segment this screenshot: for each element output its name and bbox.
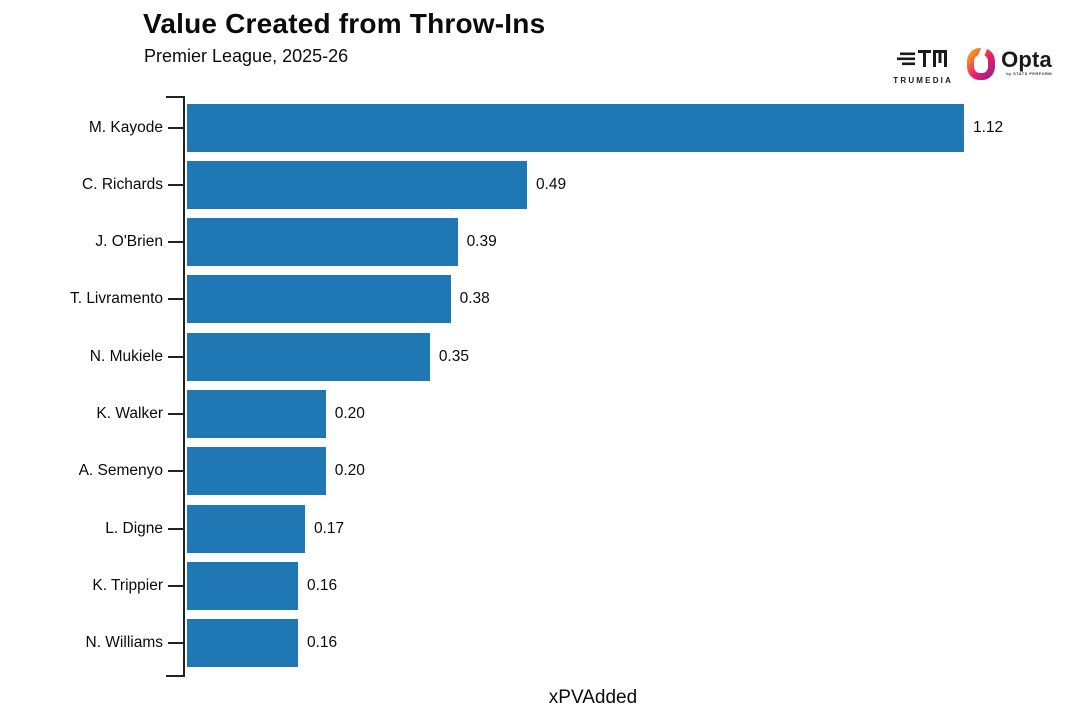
value-label: 0.20	[334, 405, 365, 422]
y-axis-label: K. Walker	[96, 405, 163, 422]
y-axis-label: M. Kayode	[88, 118, 163, 136]
value-label: 0.17	[313, 519, 345, 537]
bar-row: M. Kayode 1.12	[89, 103, 1053, 152]
opta-ring-icon	[967, 44, 996, 85]
y-axis-label: N. Williams	[85, 634, 164, 652]
value-label: 0.35	[438, 347, 469, 365]
value-label: 0.38	[459, 290, 490, 308]
opta-logo: Opta by STATS PERFORM	[967, 44, 1052, 85]
y-axis-tick	[168, 413, 183, 415]
branding-area: TRUMEDIA Opta by STA	[893, 44, 1052, 85]
y-axis-bottom-cap	[166, 675, 183, 677]
y-axis-label: J. O'Brien	[95, 233, 163, 251]
y-axis-label: N. Mukiele	[89, 347, 163, 365]
y-axis-label: C. Richards	[82, 175, 163, 193]
value-label: 1.12	[973, 118, 1004, 136]
y-axis-label: L. Digne	[105, 519, 163, 537]
plot-area: M. Kayode 1.12 C. Richards 0.49 J. O'Brien 0.…	[70, 96, 1053, 677]
bar	[187, 103, 964, 152]
y-axis-tick	[168, 298, 183, 301]
bar	[187, 332, 430, 381]
bar	[187, 275, 451, 324]
y-axis-top-cap	[166, 96, 183, 98]
bar-row: C. Richards 0.49	[82, 160, 1053, 209]
opta-sub-label: by STATS PERFORM	[1006, 71, 1052, 76]
trumedia-label: TRUMEDIA	[893, 76, 954, 85]
y-axis-tick	[168, 642, 183, 645]
value-label: 0.39	[466, 233, 497, 251]
bar-row: N. Mukiele 0.35	[90, 332, 1053, 381]
bar	[187, 390, 326, 438]
value-label: 0.16	[307, 576, 338, 594]
chart-subtitle: Premier League, 2025-26	[144, 46, 349, 66]
bar-row: N. Williams 0.16	[86, 619, 1053, 668]
value-label: 0.20	[334, 462, 365, 480]
x-axis-label: xPVAdded	[548, 687, 638, 708]
y-axis-label: K. Trippier	[92, 576, 163, 594]
opta-label: Opta	[1001, 47, 1052, 72]
bar	[187, 218, 458, 267]
bar-row: K. Trippier 0.16	[92, 561, 1053, 610]
bar	[187, 160, 527, 209]
trumedia-logo: TRUMEDIA	[893, 48, 953, 85]
bar	[187, 447, 326, 496]
y-axis-tick	[168, 126, 183, 129]
y-axis-tick	[168, 470, 183, 473]
chart-title: Value Created from Throw-Ins	[143, 8, 546, 39]
bar-row: K. Walker 0.20	[96, 390, 1053, 438]
bar	[187, 561, 298, 610]
y-axis-label: T. Livramento	[69, 290, 163, 308]
y-axis-label: A. Semenyo	[78, 462, 163, 480]
bar	[187, 504, 305, 553]
bar-row: J. O'Brien 0.39	[95, 218, 1053, 267]
value-label: 0.49	[535, 175, 567, 193]
y-axis-tick	[168, 183, 183, 186]
bar-row: T. Livramento 0.38	[70, 275, 1053, 324]
y-axis-tick	[168, 241, 183, 244]
trumedia-mark-icon	[897, 48, 949, 73]
opta-wordmark: Opta by STATS PERFORM	[1001, 47, 1052, 77]
y-axis-tick	[168, 355, 183, 358]
bar	[187, 619, 298, 668]
y-axis-tick	[168, 527, 183, 530]
bar-row: L. Digne 0.17	[105, 504, 1053, 553]
y-axis-tick	[168, 584, 183, 587]
value-label: 0.16	[307, 634, 338, 652]
bar-row: A. Semenyo 0.20	[79, 447, 1053, 496]
